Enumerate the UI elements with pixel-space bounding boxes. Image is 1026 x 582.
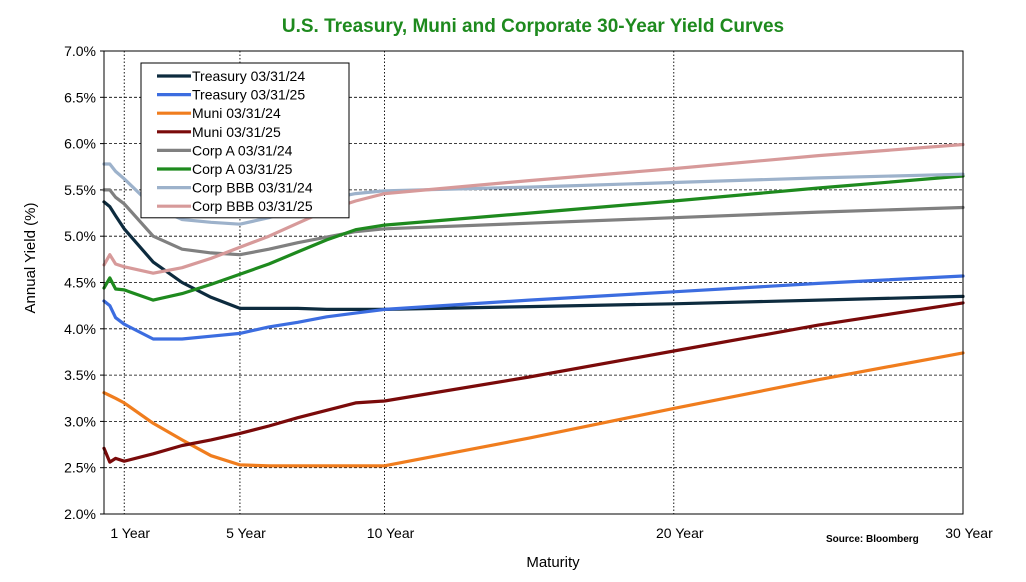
y-tick-label: 5.0% [64, 228, 96, 244]
series-line-4 [102, 301, 965, 464]
legend-label: Treasury 03/31/24 [192, 68, 305, 84]
y-tick-labels: 2.0% 2.5% 3.0% 3.5% 4.0% 4.5% 5.0% 5.5% 6.0% 6.5%… [64, 43, 96, 522]
x-axis-label: Maturity [526, 554, 580, 571]
y-tick-label: 4.0% [64, 321, 96, 337]
legend-label: Muni 03/31/25 [192, 124, 281, 140]
legend-box [140, 62, 350, 219]
series-line-2 [102, 274, 965, 341]
y-tick-label: 3.0% [64, 413, 96, 429]
y-tick-label: 5.5% [64, 182, 96, 198]
y-tick-label: 7.0% [64, 43, 96, 59]
x-tick-labels: 1 Year 5 Year 10 Year 20 Year 30 Year [110, 525, 993, 541]
series-line-5 [102, 188, 965, 257]
legend: Treasury 03/31/24 Treasury 03/31/25 Muni 0… [140, 62, 350, 219]
legend-label: Corp A 03/31/24 [192, 142, 293, 158]
series-line-3 [102, 351, 965, 468]
legend-label: Muni 03/31/24 [192, 105, 281, 121]
legend-label: Corp A 03/31/25 [192, 161, 293, 177]
series-line-1 [102, 200, 965, 311]
legend-label: Treasury 03/31/25 [192, 87, 305, 103]
legend-label: Corp BBB 03/31/25 [192, 198, 313, 214]
chart-title: U.S. Treasury, Muni and Corporate 30-Yea… [282, 16, 784, 37]
y-tick-label: 2.0% [64, 506, 96, 522]
y-tick-label: 3.5% [64, 367, 96, 383]
x-tick-label: 5 Year [226, 525, 266, 541]
x-tick-label: 20 Year [656, 525, 704, 541]
x-tick-label: 10 Year [367, 525, 415, 541]
y-tick-label: 2.5% [64, 460, 96, 476]
y-tick-label: 4.5% [64, 275, 96, 291]
y-tick-label: 6.5% [64, 89, 96, 105]
legend-label: Corp BBB 03/31/24 [192, 180, 313, 196]
plot-border [103, 50, 964, 515]
y-axis-label: Annual Yield (%) [22, 203, 39, 314]
series-line-8 [102, 142, 965, 275]
source-note: Source: Bloomberg [826, 534, 919, 545]
y-tick-label: 6.0% [64, 136, 96, 152]
series-line-6 [102, 174, 965, 302]
x-tick-label: 30 Year [945, 525, 993, 541]
x-tick-label: 1 Year [110, 525, 150, 541]
